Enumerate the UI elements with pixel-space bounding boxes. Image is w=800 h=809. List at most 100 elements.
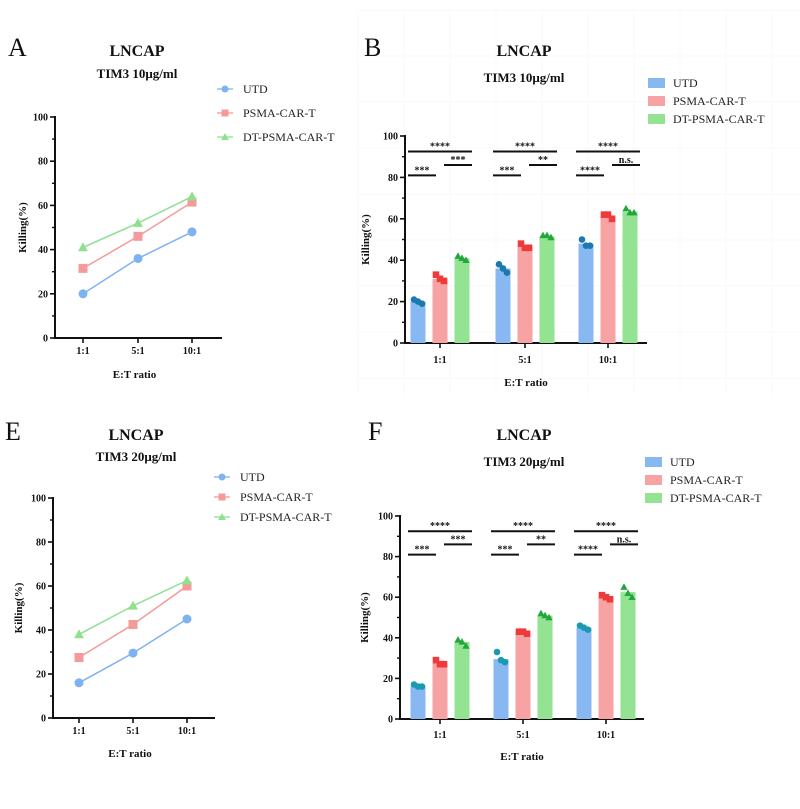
y-tick-label: 100: [33, 113, 48, 124]
y-tick-label: 100: [383, 132, 398, 143]
significance-label: ****: [580, 165, 600, 176]
replicate-point: [432, 656, 440, 664]
y-tick-label: 100: [378, 512, 393, 523]
legend-swatch: [645, 475, 662, 485]
data-point: [78, 242, 88, 252]
y-tick-label: 40: [388, 256, 398, 267]
panel-e: E LNCAP TIM3 20μg/ml 0 20 40 60 80 100 1:1 5:1 10:1…: [5, 417, 332, 760]
data-point: [74, 629, 84, 639]
data-point: [78, 289, 88, 299]
legend-marker: [218, 493, 226, 501]
replicate-point: [462, 256, 470, 264]
legend-swatch: [648, 96, 665, 106]
replicate-point: [519, 628, 527, 636]
bar: [537, 615, 553, 719]
replicate-point: [418, 683, 426, 690]
significance-label: ***: [498, 545, 513, 556]
data-point: [133, 253, 143, 263]
y-tick-label: 60: [38, 201, 48, 212]
replicate-point: [458, 254, 466, 261]
y-tick-label: 40: [36, 626, 46, 637]
y-tick-label: 80: [383, 552, 393, 563]
data-point: [182, 614, 192, 624]
replicate-point: [604, 211, 612, 218]
x-tick-label: 1:1: [433, 355, 446, 366]
replicate-point: [584, 626, 592, 633]
x-tick-label: 10:1: [183, 346, 201, 357]
y-tick-label: 0: [393, 339, 398, 350]
replicate-point: [493, 648, 501, 656]
significance-label: ****: [598, 142, 618, 153]
y-tick-label: 20: [36, 670, 46, 681]
significance-label: **: [536, 534, 546, 545]
legend-label: DT-PSMA-CAR-T: [670, 491, 762, 505]
bar: [432, 663, 448, 719]
replicate-point: [436, 660, 444, 668]
data-point: [133, 231, 143, 241]
replicate-point: [537, 609, 545, 617]
chart-subtitle: TIM3 10μg/ml: [484, 70, 565, 85]
significance-label: ****: [513, 521, 533, 532]
replicate-point: [600, 211, 608, 218]
bar: [600, 215, 616, 343]
series-psma-car-t: [432, 211, 616, 343]
y-tick-label: 20: [383, 674, 393, 685]
replicate-point: [521, 244, 529, 252]
replicate-point: [624, 589, 632, 596]
legend-label: DT-PSMA-CAR-T: [240, 510, 332, 524]
replicate-point: [541, 611, 549, 619]
bar: [598, 597, 614, 719]
data-point: [187, 191, 197, 201]
panel-letter: B: [364, 33, 381, 62]
chart-subtitle: TIM3 10μg/ml: [97, 66, 178, 81]
x-tick-label: 10:1: [599, 355, 617, 366]
significance-label: **: [538, 155, 548, 166]
y-tick-label: 100: [31, 494, 46, 505]
legend-label: UTD: [240, 470, 265, 484]
legend-marker: [221, 109, 229, 117]
panel-letter: E: [5, 417, 21, 446]
replicate-point: [454, 636, 462, 643]
series-utd: [410, 236, 594, 343]
data-point: [187, 227, 197, 237]
x-axis-label: E:T ratio: [108, 748, 152, 760]
series-dt-psma-car-t: [74, 575, 192, 639]
replicate-point: [543, 231, 551, 239]
replicate-point: [525, 244, 533, 252]
legend-label: PSMA-CAR-T: [670, 473, 743, 487]
significance-label: ***: [451, 155, 466, 166]
bar: [622, 211, 638, 343]
replicate-point: [440, 277, 448, 285]
y-tick-label: 40: [383, 633, 393, 644]
bar: [454, 641, 470, 719]
x-tick-label: 1:1: [433, 730, 446, 741]
y-tick-label: 60: [36, 582, 46, 593]
y-axis-label: Killing(%): [13, 582, 25, 633]
bar: [517, 246, 533, 343]
y-axis-label: Killing(%): [17, 202, 29, 253]
y-tick-label: 80: [388, 173, 398, 184]
replicate-point: [495, 261, 503, 268]
data-point: [182, 581, 192, 591]
replicate-point: [432, 271, 440, 278]
y-tick-label: 20: [388, 297, 398, 308]
data-point: [74, 678, 84, 688]
legend-label: UTD: [670, 455, 695, 469]
x-tick-label: 1:1: [72, 726, 85, 737]
replicate-point: [622, 204, 630, 212]
replicate-point: [499, 265, 507, 272]
chart-subtitle: TIM3 20μg/ml: [96, 449, 177, 464]
significance-label: ***: [415, 545, 430, 556]
x-tick-label: 5:1: [518, 355, 531, 366]
bar: [515, 632, 531, 719]
series-psma-car-t: [74, 581, 192, 662]
bar: [432, 278, 448, 343]
replicate-point: [440, 660, 448, 668]
legend-label: UTD: [673, 76, 698, 90]
bar: [495, 268, 511, 343]
panel-letter: A: [8, 33, 27, 62]
x-axis-label: E:T ratio: [113, 369, 157, 381]
panel-f: F LNCAP TIM3 20μg/ml 0 20 40 60 80 100 1:1 5:1 10:1…: [359, 417, 762, 763]
replicate-point: [436, 275, 444, 283]
replicate-point: [578, 236, 586, 243]
